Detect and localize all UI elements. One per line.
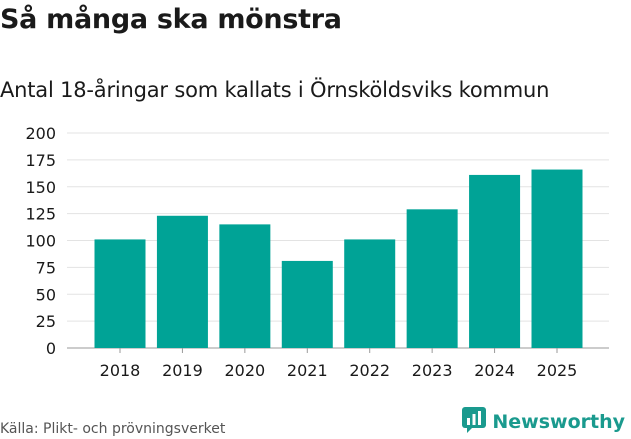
bar (531, 169, 583, 348)
bar (406, 209, 458, 348)
chart-subtitle: Antal 18-åringar som kallats i Örnskölds… (0, 78, 550, 102)
x-tick-label: 2018 (100, 361, 141, 380)
y-tick-label: 100 (25, 232, 56, 251)
y-tick-label: 200 (25, 124, 56, 143)
brand-name: Newsworthy (492, 411, 625, 433)
y-tick-label: 50 (36, 285, 56, 304)
brand-logo: Newsworthy (462, 407, 625, 437)
bar (219, 224, 271, 348)
newsworthy-logo-icon (462, 407, 487, 437)
x-tick-label: 2023 (412, 361, 453, 380)
bar (156, 215, 208, 348)
y-tick-label: 25 (36, 312, 56, 331)
bar (281, 260, 333, 348)
bar-chart: 0 25 50 75 100 125 150 175 200 2018 2019 2020 2021 20… (25, 124, 609, 380)
chart-title: Så många ska mönstra (0, 4, 342, 35)
x-tick-label: 2024 (474, 361, 515, 380)
x-tick-label: 2021 (287, 361, 328, 380)
y-tick-label: 75 (36, 258, 56, 277)
bar (469, 174, 521, 348)
y-tick-label: 125 (25, 205, 56, 224)
y-tick-label: 175 (25, 151, 56, 170)
x-tick-label: 2020 (224, 361, 265, 380)
x-tick-label: 2022 (349, 361, 390, 380)
bar (344, 239, 396, 348)
x-tick-label: 2025 (537, 361, 578, 380)
bar (94, 239, 146, 348)
y-tick-label: 150 (25, 178, 56, 197)
x-tick-label: 2019 (162, 361, 203, 380)
source-note: Källa: Plikt- och prövningsverket (0, 421, 226, 437)
y-tick-label: 0 (46, 339, 56, 358)
